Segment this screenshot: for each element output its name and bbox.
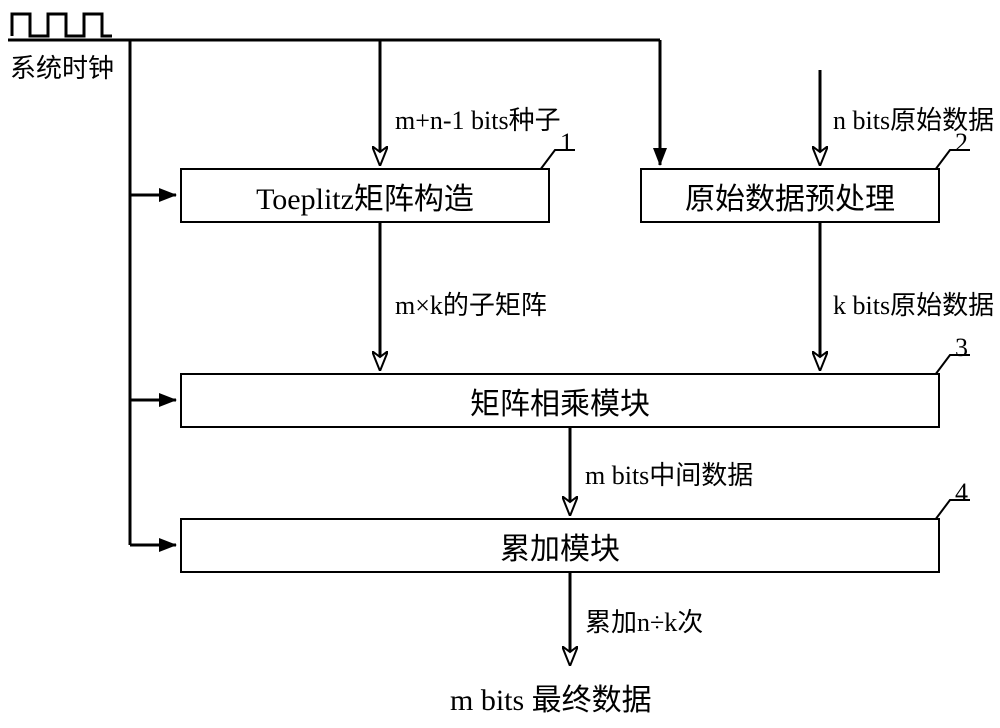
label-b2-b3: k bits原始数据 [833, 285, 994, 322]
box-multiply: 矩阵相乘模块 [180, 373, 940, 428]
box-accumulate: 累加模块 [180, 518, 940, 573]
diagram-canvas: 系统时钟 Toeplitz矩阵构造 1 原始数据预处理 2 矩阵相乘模块 3 累… [0, 0, 1000, 728]
num-1: 1 [560, 128, 573, 158]
label-b1-b3: m×k的子矩阵 [395, 285, 547, 322]
box-multiply-text: 矩阵相乘模块 [470, 379, 650, 423]
box-accumulate-text: 累加模块 [500, 524, 620, 568]
box-preprocess-text: 原始数据预处理 [685, 174, 895, 218]
label-b3-b4: m bits中间数据 [585, 455, 753, 492]
clock-label: 系统时钟 [10, 48, 114, 85]
num-4: 4 [955, 478, 968, 508]
label-seed: m+n-1 bits种子 [395, 100, 561, 137]
box-preprocess: 原始数据预处理 [640, 168, 940, 223]
box-toeplitz: Toeplitz矩阵构造 [180, 168, 550, 223]
clock-waveform [12, 14, 112, 36]
label-b4-out: 累加n÷k次 [585, 602, 703, 639]
output-label: m bits 最终数据 [450, 675, 652, 719]
num-3: 3 [955, 333, 968, 363]
label-raw: n bits原始数据 [833, 100, 994, 137]
box-toeplitz-text: Toeplitz矩阵构造 [256, 174, 474, 218]
